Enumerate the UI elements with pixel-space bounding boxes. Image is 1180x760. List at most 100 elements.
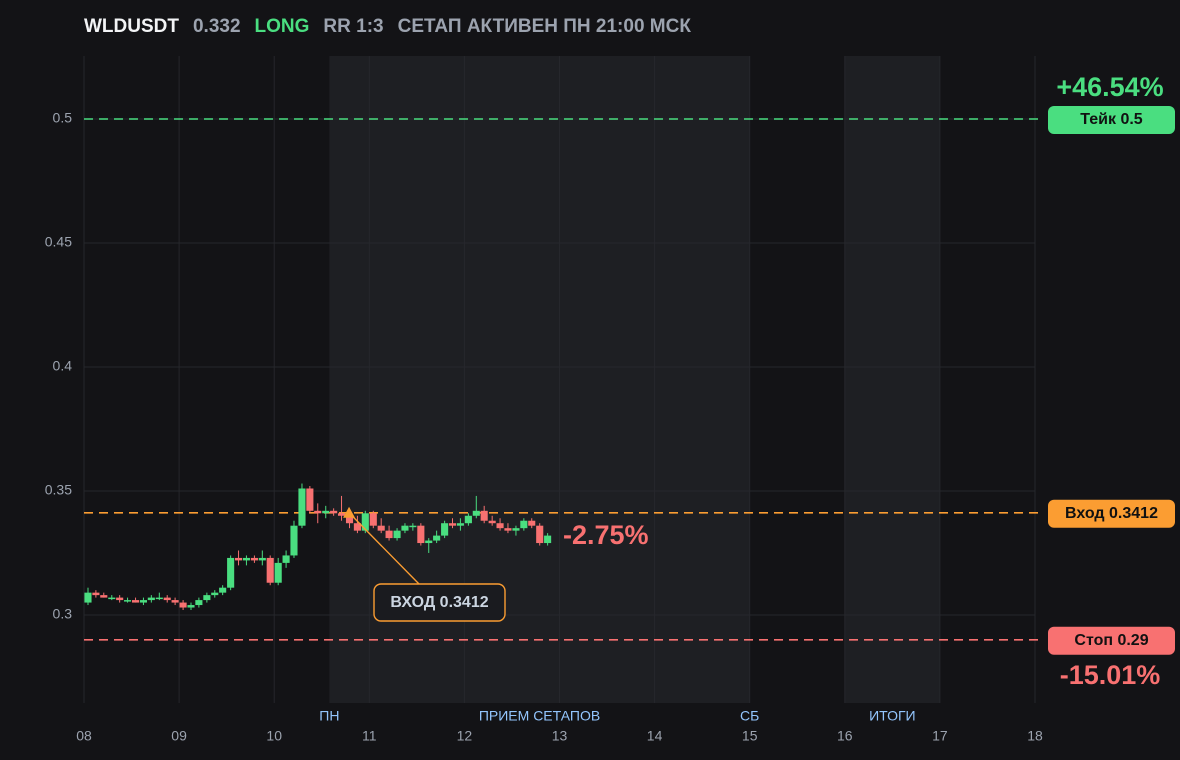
candle-body: [409, 525, 417, 528]
candle-body: [195, 600, 203, 606]
foreground-layer: Тейк 0.5 Вход 0.3412 Стоп 0.29 ВХОД 0.3412: [84, 105, 1175, 655]
price: 0.332: [192, 16, 241, 37]
candle-body: [92, 592, 100, 596]
candle-body: [306, 488, 314, 511]
candle-body: [266, 557, 274, 583]
candle-body: [377, 525, 385, 531]
candle-body: [369, 513, 377, 526]
candle-body: [361, 513, 369, 531]
x-tick-label: 16: [837, 728, 853, 744]
candle-body: [234, 557, 243, 561]
candle-body: [298, 488, 306, 526]
candle-body: [536, 525, 544, 544]
candle-body: [544, 535, 552, 544]
candle-body: [155, 597, 163, 600]
session-region: [844, 56, 940, 703]
candle-body: [227, 557, 235, 588]
candle-body: [242, 557, 250, 561]
candle-body: [147, 597, 155, 601]
candle-body: [417, 525, 425, 544]
x-tick-label: 18: [1027, 728, 1043, 744]
stop-change: -15.01%: [1060, 660, 1161, 690]
candle-body: [330, 510, 338, 514]
candle-body: [258, 557, 266, 561]
candle-body: [433, 535, 441, 541]
candle-body: [139, 600, 147, 603]
candle-body: [211, 592, 219, 596]
candle-body: [488, 520, 496, 524]
x-tick-label: 09: [171, 728, 187, 744]
candle-body: [464, 515, 472, 524]
callout-line: [348, 512, 421, 586]
candle-body: [496, 523, 504, 529]
candle-body: [274, 562, 282, 583]
x-tick-label: 10: [266, 728, 282, 744]
candle-body: [472, 510, 480, 516]
session-label: СБ: [740, 708, 759, 724]
candle-body: [441, 523, 449, 536]
candle-body: [171, 600, 179, 603]
candle-body: [456, 523, 464, 526]
candle-body: [163, 597, 171, 601]
candle-body: [353, 523, 361, 531]
session-label: ПРИЕМ СЕТАПОВ: [479, 708, 600, 724]
level-label: Тейк 0.5: [1080, 111, 1143, 128]
level-badge: [1048, 499, 1175, 528]
level-badge: [1048, 626, 1175, 655]
status: СЕТАП АКТИВЕН ПН 21:00 МСК: [397, 16, 691, 37]
side: LONG: [254, 16, 310, 37]
candle-body: [290, 525, 298, 556]
take-change: +46.54%: [1056, 72, 1163, 102]
candle-body: [124, 600, 132, 602]
candle-body: [116, 597, 124, 601]
y-tick-label: 0.45: [45, 234, 72, 250]
candle-body: [345, 515, 354, 524]
risk-reward: RR 1:3: [323, 16, 384, 37]
level-badge: [1048, 105, 1175, 134]
x-tick-label: 12: [457, 728, 473, 744]
candle-body: [528, 520, 536, 526]
session-label: ПН: [319, 708, 339, 724]
candle-body: [187, 605, 195, 608]
candle-body: [100, 595, 108, 598]
candle-body: [385, 530, 393, 539]
candle-body: [520, 520, 528, 529]
candle-body: [84, 592, 92, 603]
candle-body: [393, 530, 401, 539]
x-tick-label: 15: [742, 728, 758, 744]
candle-body: [179, 602, 187, 608]
candle-body: [401, 525, 409, 531]
candle-body: [425, 540, 433, 544]
header: WLDUSDT 0.332 LONG RR 1:3 СЕТАП АКТИВЕН …: [84, 16, 691, 38]
background-layer: 08 09 10 11 12 13 14 15 16 17 18 0.3 0.35 0.4 0.45 0.5 П…: [45, 56, 1043, 744]
candle-body: [203, 595, 211, 601]
candle-body: [337, 513, 346, 516]
y-tick-label: 0.35: [45, 482, 72, 498]
symbol: WLDUSDT: [84, 16, 179, 37]
candle-body: [131, 600, 140, 603]
session-label: ИТОГИ: [869, 708, 916, 724]
candle-body: [219, 587, 227, 593]
candle-body: [314, 510, 322, 514]
x-tick-label: 13: [552, 728, 568, 744]
candle-body: [282, 555, 290, 563]
candle-body: [448, 523, 457, 526]
callout-label: ВХОД 0.3412: [390, 594, 488, 611]
y-tick-label: 0.3: [53, 606, 73, 622]
candle-body: [250, 557, 258, 561]
candle-body: [480, 510, 488, 521]
candle-body: [108, 597, 116, 600]
callout-box: [373, 583, 506, 622]
x-tick-label: 11: [362, 728, 377, 744]
y-tick-label: 0.5: [53, 110, 73, 126]
entry-marker: [343, 506, 356, 518]
current-change: -2.75%: [563, 520, 649, 550]
candle-body: [512, 528, 520, 531]
candle-body: [322, 510, 330, 514]
y-tick-label: 0.4: [53, 358, 73, 374]
x-tick-label: 08: [76, 728, 92, 744]
level-label: Вход 0.3412: [1065, 505, 1158, 522]
x-tick-label: 14: [647, 728, 663, 744]
